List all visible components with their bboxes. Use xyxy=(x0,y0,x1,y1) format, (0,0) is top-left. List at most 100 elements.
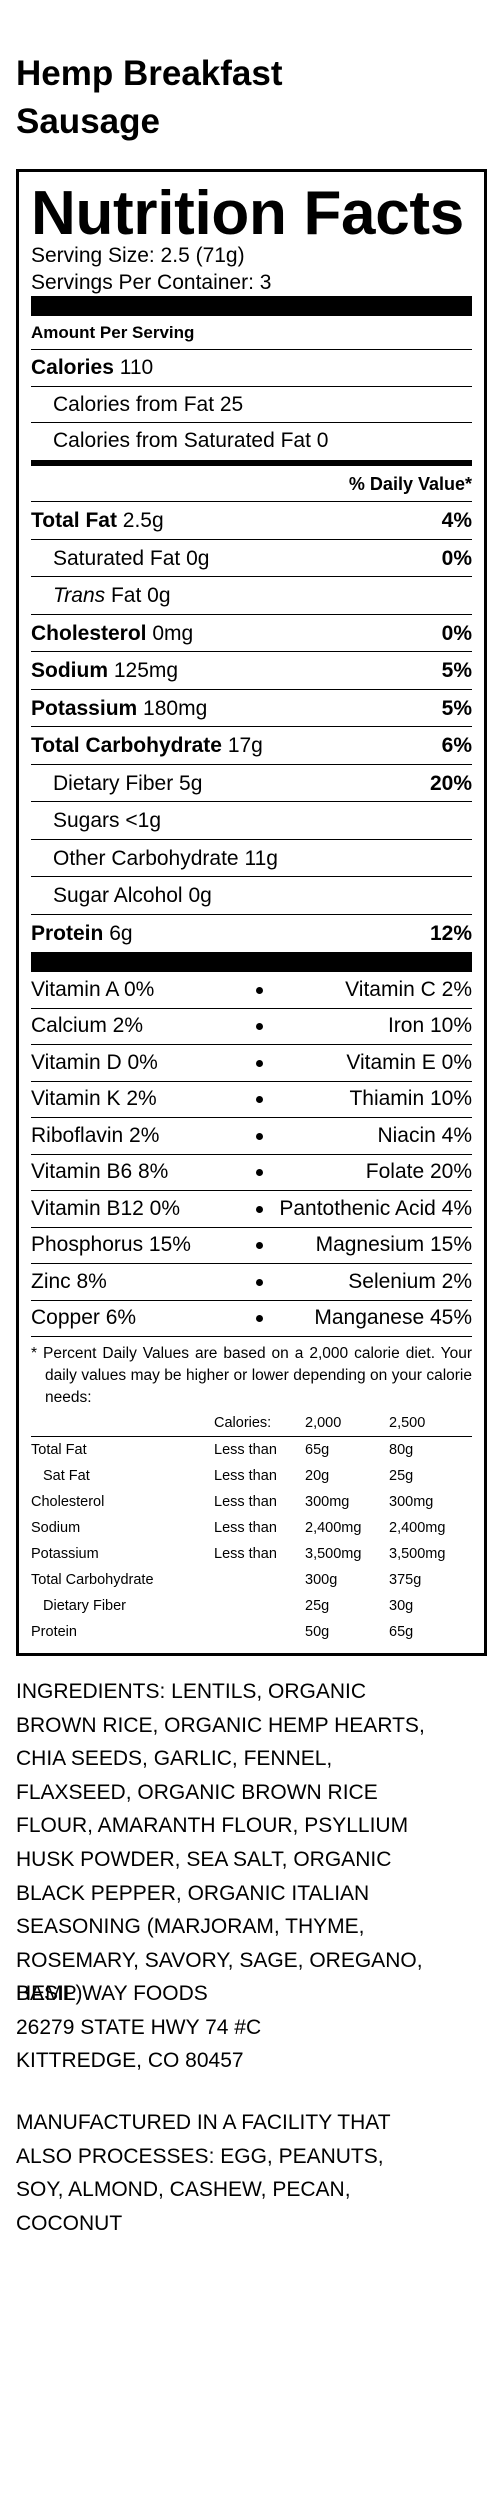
table-value: 3,500mg xyxy=(389,1546,446,1563)
nutrient-row: Trans Fat 0g xyxy=(31,577,472,615)
text-line: HUSK POWDER, SEA SALT, ORGANIC xyxy=(16,1847,392,1871)
nutrient-row: Saturated Fat 0g 0% xyxy=(31,540,472,578)
vitamin-row: Vitamin K 2% Thiamin 10% xyxy=(31,1082,472,1119)
table-value: 300g xyxy=(305,1572,338,1589)
nutrient-daily-value: 0% xyxy=(441,621,472,645)
text-line: ROSEMARY, SAVORY, SAGE, OREGANO, xyxy=(16,1948,423,1972)
vitamin-row: Calcium 2% Iron 10% xyxy=(31,1009,472,1046)
table-value: 65g xyxy=(389,1624,414,1641)
text-line: SOY, ALMOND, CASHEW, PECAN, xyxy=(16,2178,351,2202)
text-line: KITTREDGE, CO 80457 xyxy=(16,2049,244,2073)
nutrient-name: Sodium xyxy=(31,659,108,683)
label-heading: Nutrition Facts xyxy=(31,179,464,248)
table-nutrient: Cholesterol xyxy=(31,1494,105,1511)
calories-row: Calories 110 xyxy=(31,350,472,387)
vitamin-left: Vitamin B6 8% xyxy=(31,1160,169,1184)
nutrient-amount: 6g xyxy=(109,921,133,945)
ingredients: INGREDIENTS: LENTILS, ORGANIC BROWN RICE,… xyxy=(16,1675,486,2011)
bullet xyxy=(256,1205,263,1213)
nutrient-name: Other Carbohydrate xyxy=(53,846,239,870)
nutrient: Cholesterol 0mg xyxy=(31,615,193,652)
text-line: HEMP WAY FOODS xyxy=(16,1982,208,2005)
vitamin-left: Calcium 2% xyxy=(31,1014,144,1038)
nutrient-row: Cholesterol 0mg 0% xyxy=(31,615,472,653)
vitamin-right: Iron 10% xyxy=(387,1014,472,1038)
nutrient: Saturated Fat 0g xyxy=(31,540,209,577)
nutrient-name: Sugar Alcohol xyxy=(53,884,183,908)
nutrient: Protein 6g xyxy=(31,915,133,953)
nutrient-name: Potassium xyxy=(31,696,138,720)
table-nutrient: Protein xyxy=(31,1624,77,1641)
table-value: 50g xyxy=(305,1624,330,1641)
table-value: 20g xyxy=(305,1468,330,1485)
divider xyxy=(31,296,472,316)
text-line: BLACK PEPPER, ORGANIC ITALIAN xyxy=(16,1881,370,1905)
nutrient-name: Trans xyxy=(53,584,106,608)
table-row: Potassium Less than 3,500mg 3,500mg xyxy=(31,1541,472,1567)
vitamin-left: Vitamin A 0% xyxy=(31,977,155,1001)
vitamin-right: Manganese 45% xyxy=(314,1306,472,1330)
nutrient-amount: 2.5g xyxy=(122,509,164,533)
text-line: BASIL) xyxy=(16,1982,83,2006)
bullet xyxy=(256,1023,263,1031)
vitamin-row: Zinc 8% Selenium 2% xyxy=(31,1264,472,1301)
daily-values-table: Calories: 2,000 2,500 Total Fat Less than… xyxy=(31,1409,472,1645)
serving-size: Serving Size: 2.5 (71g) xyxy=(31,244,245,267)
vitamin-right: Niacin 4% xyxy=(377,1123,472,1147)
vitamin-left: Zinc 8% xyxy=(31,1269,107,1293)
table-row: Sat Fat Less than 20g 25g xyxy=(31,1463,472,1489)
vitamin-left: Riboflavin 2% xyxy=(31,1123,160,1147)
table-nutrient: Sat Fat xyxy=(43,1468,90,1485)
calories-from-fat: Calories from Fat 25 xyxy=(53,392,244,416)
vitamin-right: Selenium 2% xyxy=(348,1269,472,1293)
nutrient: Trans Fat 0g xyxy=(31,577,171,614)
table-row: Dietary Fiber 25g 30g xyxy=(31,1593,472,1619)
nutrient-name: Cholesterol xyxy=(31,621,147,645)
vitamin-right: Vitamin E 0% xyxy=(346,1050,472,1074)
amount-per-serving: Amount Per Serving xyxy=(31,316,472,350)
text-line: 26279 STATE HWY 74 #C xyxy=(16,2015,262,2039)
table-header-calories: Calories: xyxy=(214,1415,272,1432)
calories: Calories 110 xyxy=(31,350,153,386)
nutrient-amount: <1g xyxy=(125,809,162,833)
vitamin-left: Copper 6% xyxy=(31,1306,137,1330)
vitamin-row: Copper 6% Manganese 45% xyxy=(31,1301,472,1338)
nutrients: Total Fat 2.5g 4% Saturated Fat 0g 0% Trans … xyxy=(31,502,472,952)
table-qualifier: Less than xyxy=(214,1520,277,1537)
nutrient: Sodium 125mg xyxy=(31,652,178,689)
nutrient-daily-value: 6% xyxy=(441,734,472,758)
table-row: Total Fat Less than 65g 80g xyxy=(31,1437,472,1463)
divider xyxy=(31,952,472,973)
calories-from-sat-fat: Calories from Saturated Fat 0 xyxy=(53,429,329,453)
nutrient-amount: 5g xyxy=(179,771,203,795)
calories-fat-row: Calories from Fat 25 xyxy=(31,387,472,424)
table-value: 80g xyxy=(389,1442,414,1459)
nutrient-amount: 125mg xyxy=(113,659,179,683)
daily-value-header-row: % Daily Value* xyxy=(31,466,472,503)
table-qualifier: Less than xyxy=(214,1546,277,1563)
table-qualifier: Less than xyxy=(214,1468,277,1485)
nutrient-name: Dietary Fiber xyxy=(53,771,174,795)
nutrient-amount: 0mg xyxy=(152,621,194,645)
nutrient-name: Sugars xyxy=(53,809,120,833)
nutrient-daily-value: 5% xyxy=(441,696,472,720)
table-value: 30g xyxy=(389,1598,414,1615)
nutrient-daily-value: 4% xyxy=(441,509,472,533)
nutrient-row: Dietary Fiber 5g 20% xyxy=(31,765,472,803)
bullet xyxy=(256,1169,263,1177)
vitamin-row: Vitamin B6 8% Folate 20% xyxy=(31,1155,472,1192)
divider xyxy=(31,459,472,466)
servings-per-container: Servings Per Container: 3 xyxy=(31,271,272,294)
calories-sat-fat-row: Calories from Saturated Fat 0 xyxy=(31,423,472,460)
nutrient-daily-value: 12% xyxy=(429,921,472,945)
address: HEMP WAY FOODS 26279 STATE HWY 74 #C KITTR… xyxy=(16,1977,486,2078)
daily-value-header: % Daily Value* xyxy=(348,473,472,494)
nutrient: Sugar Alcohol 0g xyxy=(31,877,212,914)
text-line: INGREDIENTS: LENTILS, ORGANIC xyxy=(16,1680,367,1703)
calories-value: 110 xyxy=(119,356,154,379)
nutrient-amount: 17g xyxy=(227,734,263,758)
text-line: CHIA SEEDS, GARLIC, FENNEL, xyxy=(16,1747,333,1771)
nutrient: Other Carbohydrate 11g xyxy=(31,840,278,877)
